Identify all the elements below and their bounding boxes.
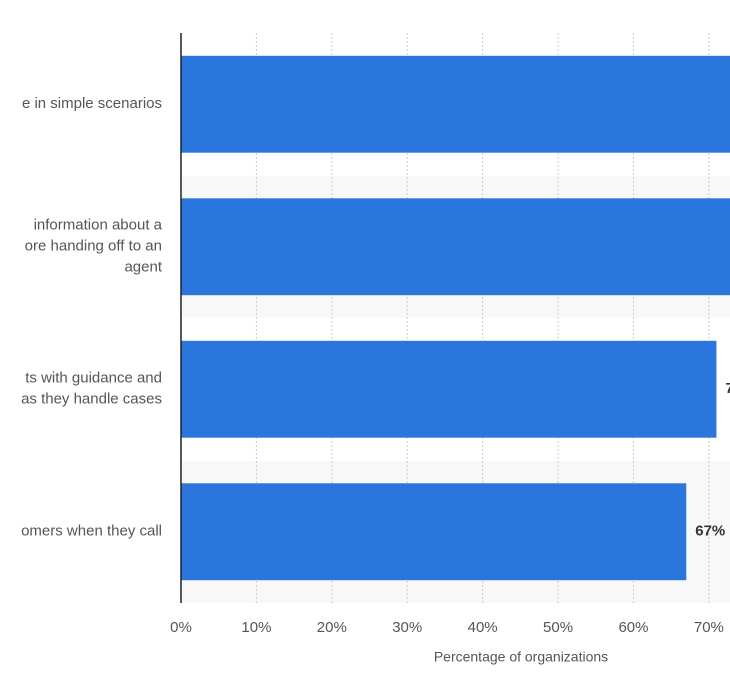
x-tick-label: 50% [543, 619, 573, 636]
value-label: 67% [695, 523, 725, 540]
x-tick-label: 60% [618, 619, 648, 636]
x-tick-label: 10% [241, 619, 271, 636]
x-tick-label: 0% [170, 619, 192, 636]
bar [181, 483, 687, 581]
y-tick-label: omers when they call [21, 523, 162, 540]
x-tick-label: 40% [468, 619, 498, 636]
y-tick-label: information about a [34, 217, 163, 234]
bar [181, 55, 730, 153]
bar [181, 340, 717, 438]
x-tick-label: 70% [694, 619, 724, 636]
y-tick-label: ore handing off to an [25, 238, 162, 255]
y-tick-label: as they handle cases [21, 391, 162, 408]
x-tick-label: 20% [317, 619, 347, 636]
y-tick-label: e in simple scenarios [22, 95, 162, 112]
y-tick-label: ts with guidance and [25, 370, 162, 387]
x-axis-title: Percentage of organizations [434, 649, 608, 665]
x-tick-label: 30% [392, 619, 422, 636]
value-label: 71% [725, 380, 730, 397]
bar [181, 198, 730, 296]
y-tick-label: agent [124, 259, 162, 276]
